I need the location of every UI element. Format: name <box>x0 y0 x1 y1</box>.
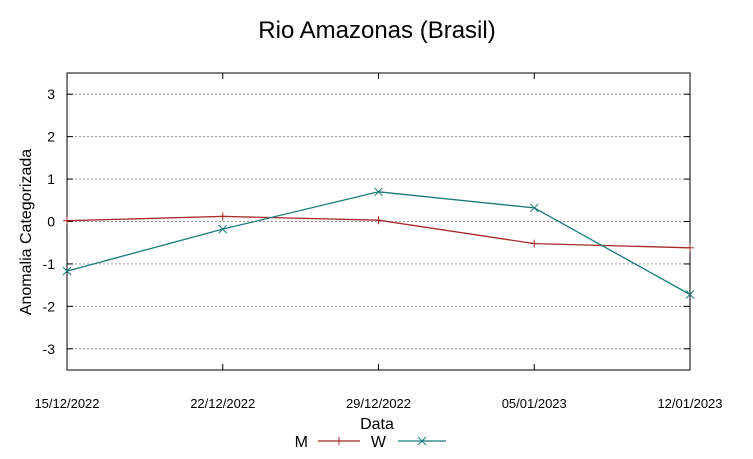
series-w-point <box>62 266 72 276</box>
series-w-line <box>66 191 691 296</box>
x-tick-label: 29/12/2022 <box>346 396 411 411</box>
y-tick-label: 1 <box>47 171 55 187</box>
legend-label-w: W <box>371 434 387 451</box>
x-axis-label: Data <box>360 416 394 433</box>
y-tick-label: -2 <box>43 298 56 314</box>
series-w-point <box>218 224 228 234</box>
marker-stroke <box>417 436 427 446</box>
x-tick-label: 22/12/2022 <box>190 396 255 411</box>
series-w <box>62 187 695 299</box>
series-w-point <box>374 187 383 197</box>
series-m-point <box>218 212 227 221</box>
legend-marker-m <box>335 437 343 445</box>
y-axis-label: Anomalia Categorizada <box>18 149 35 315</box>
chart-title: Rio Amazonas (Brasil) <box>258 17 495 44</box>
y-tick-label: -3 <box>43 341 56 357</box>
y-tick-label: 3 <box>47 86 55 102</box>
marker-stroke <box>529 203 539 213</box>
y-tick-label: 0 <box>47 214 55 230</box>
legend-marker-w <box>417 436 427 446</box>
legend-label-m: M <box>295 434 308 451</box>
series-m-point <box>530 239 539 248</box>
series-w-point <box>685 290 695 299</box>
x-tick-label: 15/12/2022 <box>34 396 99 411</box>
series-m-point <box>374 216 383 225</box>
x-tick-label: 12/01/2023 <box>657 396 722 411</box>
series-m <box>63 212 694 252</box>
marker-stroke <box>374 187 383 197</box>
series-m-point <box>686 243 694 252</box>
y-tick-label: -1 <box>43 256 56 272</box>
y-tick-label: 2 <box>47 129 55 145</box>
x-axis-ticks: 15/12/2022 22/12/2022 29/12/2022 05/01/2023… <box>34 73 723 411</box>
series-m-point <box>63 216 71 225</box>
marker-stroke <box>62 266 72 276</box>
x-tick-label: 05/01/2023 <box>502 396 567 411</box>
series-w-point <box>529 203 539 213</box>
marker-stroke <box>685 290 695 299</box>
marker-stroke <box>218 224 228 234</box>
y-axis-ticks: 3 2 1 0 -1 -2 -3 <box>43 86 690 357</box>
series-layer <box>62 187 695 299</box>
